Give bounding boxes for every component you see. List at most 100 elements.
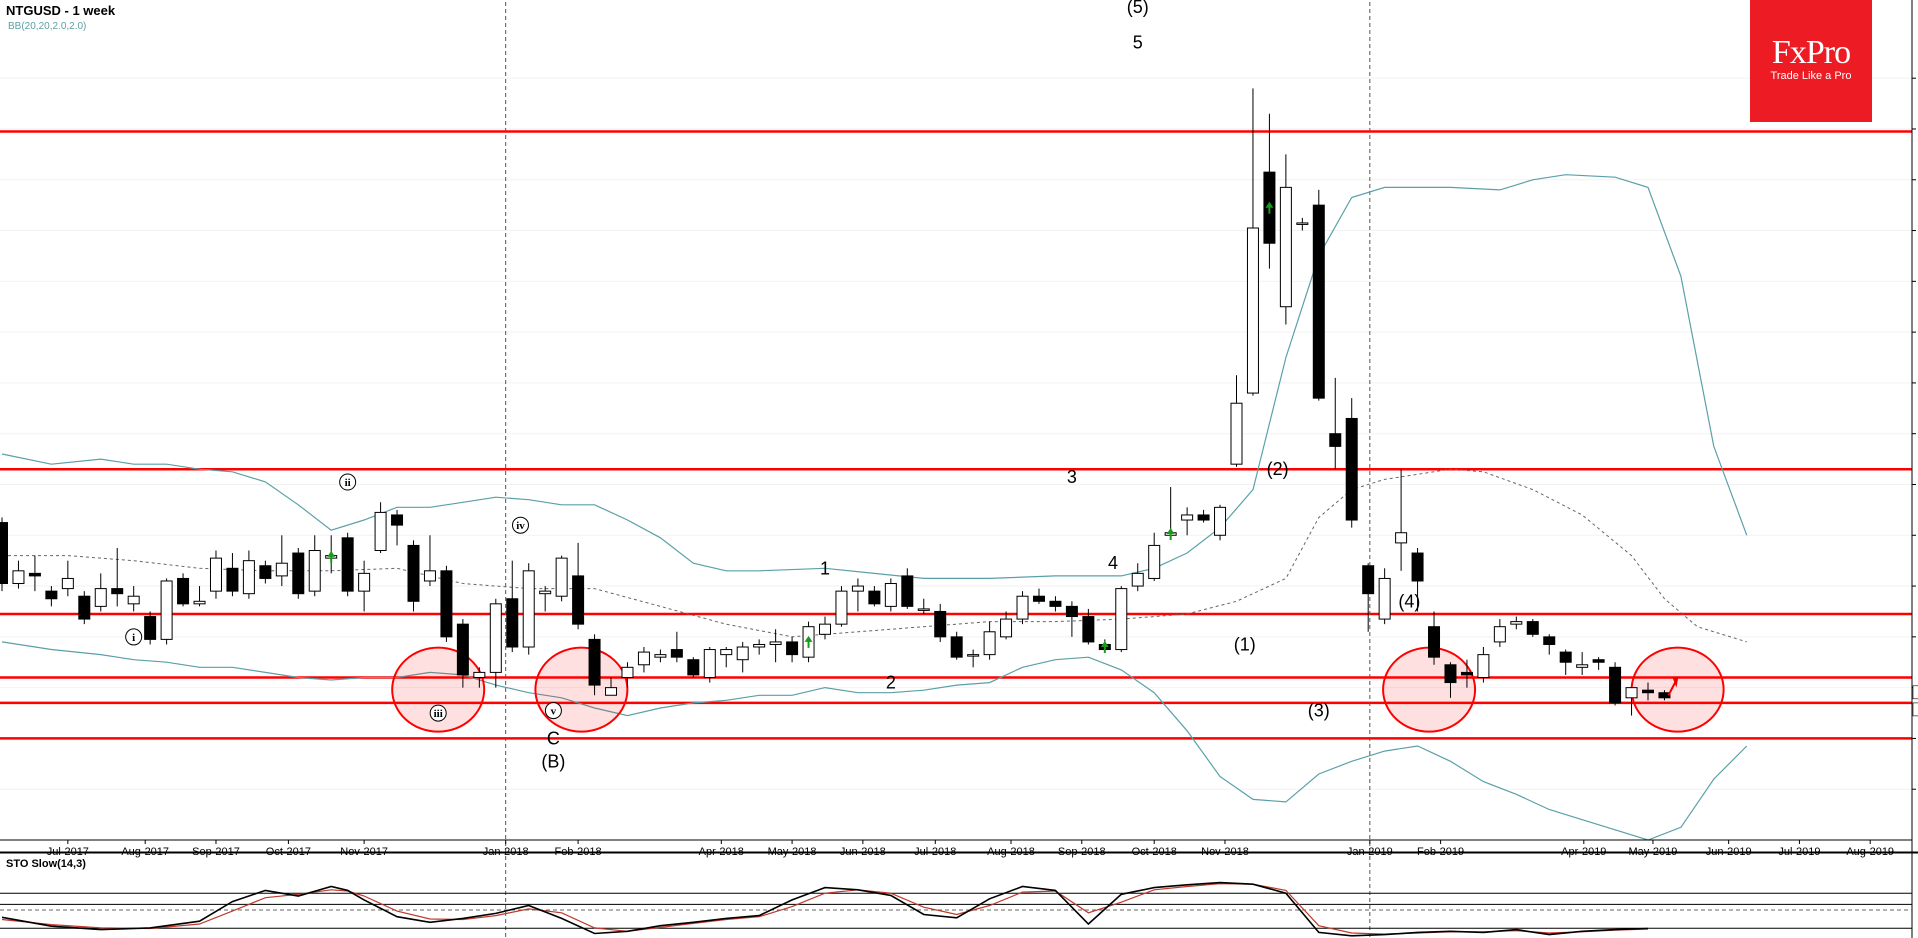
candle-body (358, 572, 371, 592)
candle-body (341, 537, 354, 592)
candle-body (423, 570, 436, 582)
candle-body (1460, 671, 1473, 676)
candle-body (670, 649, 683, 658)
candle-body (967, 654, 980, 657)
brand-tagline: Trade Like a Pro (1770, 70, 1852, 82)
candle-body (456, 623, 469, 676)
candle-body (786, 641, 799, 656)
wave-label: ii (345, 477, 351, 489)
candle-body (851, 585, 864, 592)
period-separators (505, 2, 1371, 938)
candle-body (835, 590, 848, 625)
candle-body (934, 610, 947, 638)
projection-arrow-head (1672, 676, 1679, 688)
candle-body (1510, 621, 1523, 625)
candle-body (1049, 600, 1062, 607)
buy-signal-arrow (327, 550, 336, 563)
candle-body (1016, 595, 1029, 620)
candle-body (1642, 689, 1654, 694)
stochastic-panel: 80.0060.0050.0017.32 (0, 851, 1918, 937)
bollinger-bands (1, 174, 1748, 841)
candle-body (703, 649, 716, 678)
candle-body (1559, 651, 1572, 663)
buy-signal-arrow (1265, 201, 1274, 214)
wave-label: 1 (820, 558, 830, 578)
candle-body (687, 659, 700, 676)
candle-body (1296, 222, 1309, 225)
candle-body (177, 577, 190, 605)
candle-body (522, 570, 535, 648)
candle-body (884, 583, 897, 607)
stochastic-k-line (1, 881, 1649, 937)
candle-body (1576, 664, 1589, 668)
fxpro-logo[interactable]: FxPro Trade Like a Pro (1750, 0, 1872, 122)
stochastic-d-line (1, 883, 1649, 935)
candle-body (1609, 666, 1622, 704)
candle-body (374, 511, 387, 552)
wave-label: v (551, 706, 557, 718)
candle-body (1543, 636, 1556, 645)
wave-label: (3) (1308, 700, 1330, 720)
candle-body (753, 643, 766, 648)
wave-label: C (547, 728, 560, 748)
candle-body (1428, 626, 1441, 658)
candle-body (1115, 588, 1128, 651)
candle-body (769, 641, 782, 645)
candle-body (901, 575, 914, 607)
indicator-label: BB(20,20,2.0,2.0) (8, 21, 87, 32)
wave-label-circle (511, 516, 529, 534)
wave-label: (B) (541, 751, 565, 771)
wave-label: 4 (1108, 553, 1118, 573)
candle-body (1477, 654, 1490, 678)
wave-label-circle (339, 473, 357, 491)
candle-body (1197, 514, 1210, 521)
candle-body (868, 590, 881, 605)
candle-body (1246, 227, 1259, 394)
stochastic-level-box (1913, 887, 1918, 900)
candle-body (1214, 506, 1227, 536)
candle-body (1082, 616, 1095, 643)
wave-label-circle (125, 628, 143, 646)
candle-body (1000, 618, 1013, 638)
last-price-box (1912, 702, 1918, 717)
wave-label: iv (516, 520, 525, 532)
brand-logo-text: FxPro (1771, 34, 1851, 71)
highlight-zone (1382, 646, 1477, 733)
candle-body (193, 600, 206, 605)
candle-body (1032, 595, 1045, 602)
wave-label: i (132, 632, 135, 644)
candle-body (242, 560, 255, 595)
candle-body (555, 557, 568, 597)
wave-label: (4) (1398, 591, 1420, 611)
candle-body (1230, 402, 1243, 465)
candle-body (1181, 514, 1194, 521)
bollinger-middle-band (2, 468, 1747, 643)
wave-label: (1) (1234, 634, 1256, 654)
candle-body (209, 557, 222, 592)
candle-body (637, 651, 650, 666)
candle-body (1065, 605, 1078, 618)
candle-body (275, 562, 288, 577)
candle-body (94, 588, 107, 607)
wave-label-circle (544, 702, 562, 720)
candle-body (539, 590, 552, 595)
candle-body (78, 595, 91, 620)
candle-body (1493, 626, 1506, 643)
candle-body (226, 567, 239, 592)
candle-body (308, 550, 321, 592)
candle-body (1329, 433, 1342, 447)
candle-body (1312, 204, 1325, 399)
candle-body (61, 577, 74, 590)
candle-body (391, 514, 404, 526)
candle-body (1395, 532, 1408, 544)
candle-body (1279, 186, 1292, 308)
candle-body (12, 570, 25, 585)
candle-body (1526, 621, 1539, 635)
candle-body (259, 565, 272, 579)
signal-arrows (327, 201, 1679, 696)
chart-title: NTGUSD - 1 week (6, 3, 116, 18)
wave-label: (2) (1267, 459, 1289, 479)
candle-body (819, 623, 831, 635)
candle-body (1378, 577, 1391, 620)
